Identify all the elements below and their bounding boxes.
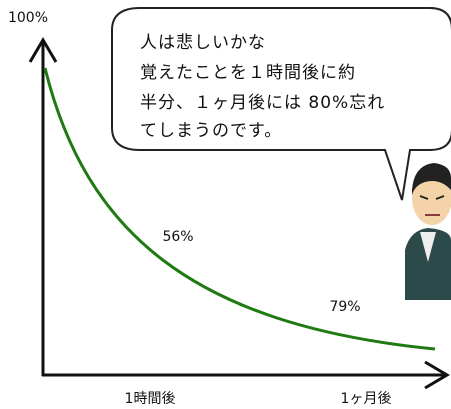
bubble-line: 半分、１ヶ月後には 80%忘れ (140, 93, 385, 113)
bubble-line: 人は悲しいかな (140, 33, 266, 53)
x-label: 1時間後 (125, 391, 176, 407)
annotation: 56% (162, 229, 193, 245)
character (405, 163, 451, 300)
bubble-line: てしまうのです。 (140, 121, 282, 141)
x-label: 1ヶ月後 (341, 391, 392, 407)
forgetting-curve (43, 67, 436, 351)
x-arrow (424, 360, 450, 390)
y-label: 100% (8, 10, 48, 26)
speech-bubble (111, 7, 451, 201)
bubble-line: 覚えたことを１時間後に約 (140, 63, 356, 83)
y-arrow (28, 37, 58, 63)
annotation: 79% (329, 299, 360, 315)
